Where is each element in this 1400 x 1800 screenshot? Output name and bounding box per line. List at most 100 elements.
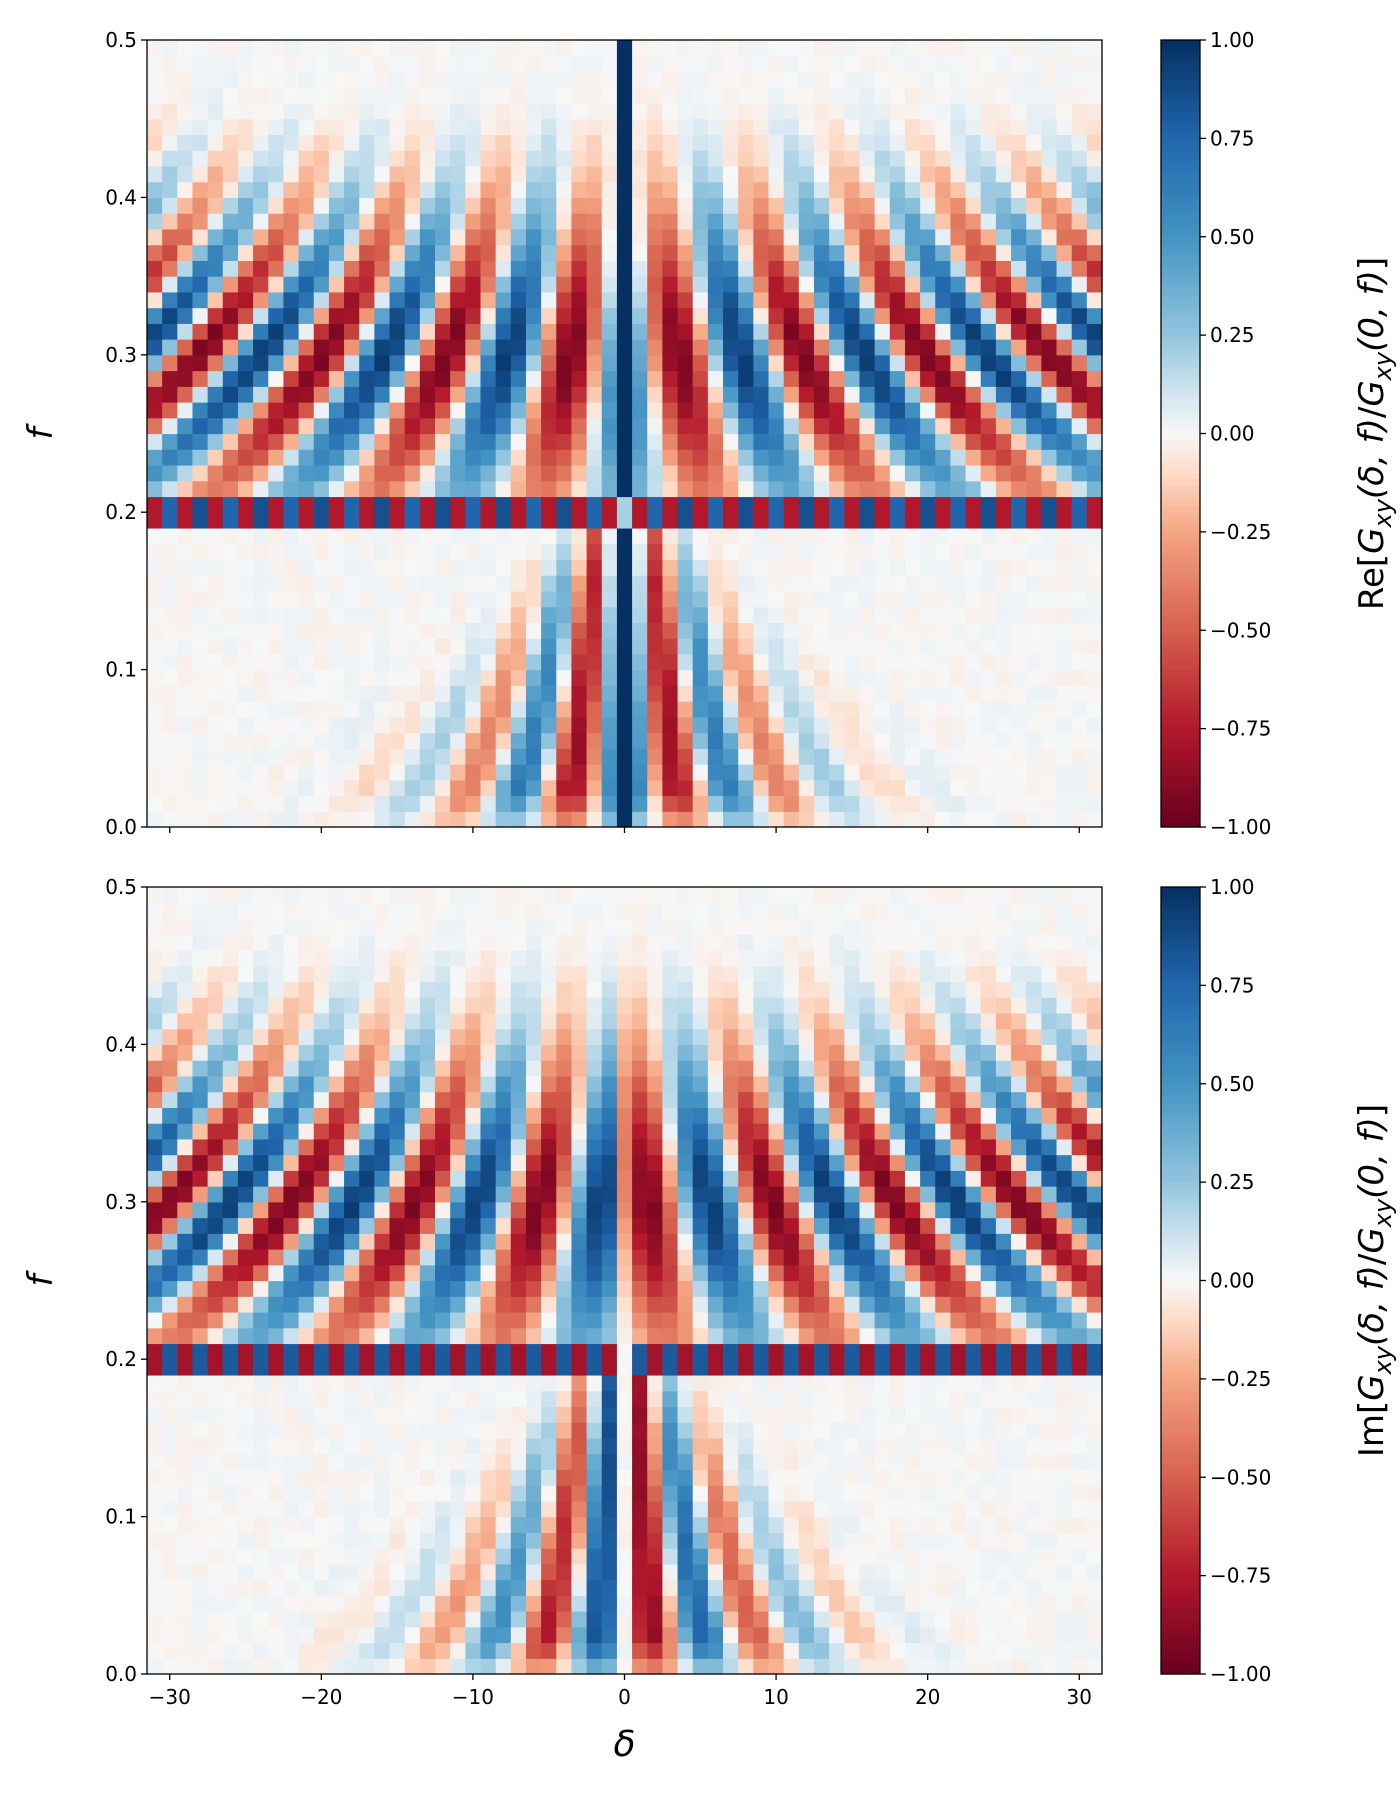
heatmap-cell [889, 590, 906, 608]
heatmap-cell [419, 748, 436, 765]
heatmap-cell [556, 981, 573, 998]
heatmap-cell [920, 118, 936, 136]
heatmap-cell [495, 527, 512, 545]
heatmap-cell [798, 449, 815, 466]
heatmap-cell [980, 40, 997, 57]
heatmap-cell [162, 764, 178, 781]
heatmap-cell [328, 622, 345, 639]
heatmap-cell [692, 55, 709, 73]
heatmap-cell [1056, 197, 1073, 214]
heatmap-cell [859, 575, 876, 592]
heatmap-cell [632, 464, 648, 482]
heatmap-cell [753, 811, 770, 828]
heatmap-cell [738, 811, 754, 828]
heatmap-cell [1056, 213, 1073, 230]
heatmap-cell [465, 918, 482, 935]
heatmap-cell [844, 165, 861, 183]
heatmap-cell [253, 1327, 269, 1345]
heatmap-cell [268, 1626, 285, 1644]
heatmap-cell [980, 339, 997, 356]
heatmap-cell [525, 87, 542, 104]
heatmap-cell [510, 276, 527, 293]
heatmap-cell [632, 1406, 648, 1423]
heatmap-cell [874, 559, 891, 576]
heatmap-cell [753, 150, 770, 167]
heatmap-cell [889, 291, 906, 309]
heatmap-cell [207, 1280, 224, 1297]
heatmap-cell [556, 1123, 573, 1140]
heatmap-cell [374, 40, 391, 57]
heatmap-cell [359, 40, 375, 57]
heatmap-cell [147, 197, 163, 214]
heatmap-cell [344, 118, 360, 136]
heatmap-cell [192, 543, 209, 561]
heatmap-cell [525, 386, 542, 403]
heatmap-cell [950, 590, 967, 608]
heatmap-cell [237, 354, 254, 372]
heatmap-cell [510, 1532, 527, 1549]
heatmap-cell [601, 197, 618, 214]
heatmap-cell [192, 764, 209, 781]
heatmap-cell [723, 512, 739, 529]
heatmap-cell [1071, 402, 1088, 419]
heatmap-cell [389, 1233, 406, 1250]
heatmap-cell [904, 638, 921, 655]
heatmap-cell [222, 1500, 239, 1518]
heatmap-cell [904, 87, 921, 104]
heatmap-cell [798, 87, 815, 104]
heatmap-cell [207, 323, 224, 340]
heatmap-cell [237, 260, 254, 277]
heatmap-cell [419, 887, 436, 904]
heatmap-cell [783, 449, 800, 466]
heatmap-cell [344, 1406, 360, 1423]
heatmap-cell [207, 87, 224, 104]
heatmap-cell [586, 653, 603, 671]
heatmap-cell [298, 1233, 315, 1250]
heatmap-cell [541, 1595, 557, 1612]
heatmap-cell [586, 87, 603, 104]
heatmap-cell [889, 40, 906, 57]
heatmap-cell [723, 118, 739, 136]
heatmap-cell [419, 1658, 436, 1675]
heatmap-cell [313, 118, 330, 136]
heatmap-cell [1026, 370, 1042, 387]
heatmap-cell [707, 527, 724, 545]
heatmap-cell [253, 1280, 269, 1297]
heatmap-cell [965, 307, 982, 324]
heatmap-cell [950, 55, 967, 73]
heatmap-cell [435, 1107, 451, 1124]
heatmap-cell [798, 402, 815, 419]
heatmap-cell [389, 197, 406, 214]
heatmap-cell [328, 1611, 345, 1628]
colorbar-segment [1161, 125, 1200, 133]
heatmap-cell [177, 918, 194, 935]
heatmap-cell [647, 1343, 663, 1360]
heatmap-cell [768, 559, 785, 576]
heatmap-cell [268, 1469, 285, 1486]
heatmap-cell [344, 213, 360, 230]
heatmap-cell [328, 934, 345, 951]
heatmap-cell [586, 449, 603, 466]
heatmap-cell [586, 323, 603, 340]
heatmap-cell [147, 1028, 163, 1045]
heatmap-cell [465, 1532, 482, 1549]
colorbar-segment [1161, 610, 1200, 618]
heatmap-cell [677, 590, 694, 608]
heatmap-cell [313, 685, 330, 702]
heatmap-cell [601, 402, 618, 419]
heatmap-cell [813, 71, 830, 88]
heatmap-cell [813, 433, 830, 450]
heatmap-cell [374, 1186, 391, 1203]
heatmap-cell [298, 1422, 315, 1439]
heatmap-cell [510, 1217, 527, 1234]
heatmap-cell [965, 543, 982, 561]
heatmap-cell [571, 1170, 588, 1187]
heatmap-cell [222, 701, 239, 718]
heatmap-cell [359, 1091, 375, 1108]
heatmap-cell [525, 1154, 542, 1171]
heatmap-cell [753, 590, 770, 608]
heatmap-cell [783, 764, 800, 781]
heatmap-cell [207, 1642, 224, 1659]
heatmap-cell [632, 1374, 648, 1392]
heatmap-cell [480, 1170, 497, 1187]
